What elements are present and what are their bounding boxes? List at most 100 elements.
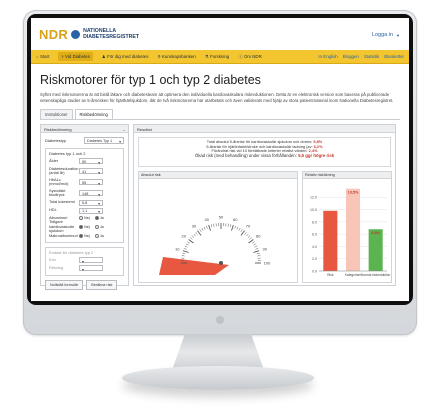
panel-header: Riskbedömning –	[41, 125, 128, 133]
link-bloggen[interactable]: Bloggen	[342, 54, 359, 59]
radio-group: Nej Ja	[79, 215, 104, 220]
ndr-logo[interactable]: NDR NATIONELLA DIABETESREGISTRET	[39, 27, 139, 42]
nav-item-vid-diabetes[interactable]: ⚕ Vid Diabetes	[58, 52, 93, 61]
nav-item-forskning[interactable]: ⚗ Forskning	[205, 54, 230, 59]
gauge-tick	[227, 223, 229, 227]
field-age: Ålder 50 ▾	[46, 157, 123, 165]
field-label: Systoliskt blodtryck	[49, 187, 66, 198]
bar-chart: 0.0 2.0 4.0 6.0 8.0 10.0 12.0 Risk 13,5% Kategori…	[310, 188, 391, 277]
main-nav: ⌂ Start ⚕ Vid Diabetes ♟ För dig med dia…	[31, 50, 409, 64]
field-label: Diabetestyp	[45, 138, 67, 143]
result-value: 9,8%	[313, 139, 323, 144]
radio-yes[interactable]: Ja	[94, 215, 104, 220]
field-label: Rökning	[49, 265, 64, 271]
radio-tidigare-kardio: Tidigare kardiovaskulär sjukdom Nej Ja	[46, 220, 123, 233]
link-statistik[interactable]: Statistik	[363, 54, 380, 59]
form-buttons: Nollställ formulär Beräkna risk	[45, 280, 124, 291]
radio-yes[interactable]: Ja	[94, 234, 104, 239]
bar-y-tick: 10.0	[310, 208, 317, 212]
duration-input[interactable]: 41 ▾	[79, 168, 103, 175]
gauge-tick	[203, 226, 206, 230]
gauge-tick	[197, 230, 202, 236]
field-hdl: HDL 1,1 ▾	[46, 207, 123, 215]
gauge-value-wedge	[159, 257, 229, 275]
link-english[interactable]: In English	[318, 54, 338, 59]
radio-label: Ja	[99, 215, 104, 220]
gauge-tick	[181, 255, 185, 257]
field-kon: Kön ▾	[46, 256, 123, 264]
input-value: 41	[82, 169, 87, 174]
monitor-stand-neck	[172, 334, 264, 370]
login-link[interactable]: Logga in	[371, 32, 394, 38]
chevron-down-icon: ▾	[98, 192, 100, 197]
radio-selected-icon	[79, 234, 83, 239]
site-header: NDR NATIONELLA DIABETESREGISTRET Logga i…	[31, 18, 409, 50]
field-label: Diabetesduration (antal år)	[49, 165, 79, 175]
gauge-tick-label: 50	[219, 215, 224, 220]
nav-item-start[interactable]: ⌂ Start	[36, 54, 49, 59]
tab-instruktioner[interactable]: Instruktioner	[40, 109, 73, 119]
radio-makroalbuminuri: Makroalbuminuri Nej Ja	[46, 233, 123, 239]
gauge-tick	[247, 235, 251, 238]
result-panel: Resultat Total absolut 5-årsrisk för kar…	[133, 124, 396, 286]
tab-riskbedomning[interactable]: Riskbedömning	[74, 109, 113, 119]
cholesterol-input[interactable]: 5,8 ▾	[79, 199, 103, 207]
bar	[345, 188, 361, 271]
gauge-tick	[193, 233, 196, 237]
chevron-down-icon[interactable]: ▼	[396, 32, 400, 38]
result-line: Total absolut 5-årsrisk för kardiovaskul…	[143, 139, 386, 145]
logo-mark: NDR	[39, 26, 69, 42]
diabetes-type-select[interactable]: Diabetes Typ 1 ▾	[84, 137, 124, 144]
nav-label: Kunskapsbanken	[162, 54, 196, 59]
gauge-tick	[184, 245, 188, 248]
panel-title: Resultat	[137, 126, 152, 132]
nav-item-for-dig[interactable]: ♟ För dig med diabetes	[102, 54, 149, 59]
gauge-tick	[182, 252, 186, 255]
gauge-tick	[190, 237, 193, 240]
radio-no[interactable]: Nej	[79, 234, 90, 239]
input-value: 50	[82, 159, 87, 164]
hba1c-input[interactable]: 55 ▾	[79, 179, 103, 186]
result-line: Ökad risk (med behandling) under vissa f…	[143, 152, 386, 159]
field-label: Albuminuri	[49, 214, 68, 220]
field-label: Makroalbuminuri	[49, 233, 78, 239]
header-right: Logga in ▼	[372, 32, 400, 38]
logo-line-1: NATIONELLA	[83, 28, 117, 34]
systolic-input[interactable]: 148 ▾	[79, 190, 103, 197]
chevron-down-icon: ▾	[98, 202, 100, 207]
flask-icon: ⚗	[204, 54, 209, 59]
bar-category-label: Kategoriser	[345, 273, 362, 277]
gauge-tick	[238, 227, 241, 231]
tab-bar: Instruktioner Riskbedömning	[40, 109, 400, 120]
diabetes-type-row: Diabetestyp Diabetes Typ 1 ▾	[45, 137, 124, 144]
calculate-risk-button[interactable]: Beräkna risk	[86, 280, 118, 291]
chevron-down-icon: ▾	[98, 210, 100, 215]
hdl-input[interactable]: 1,1 ▾	[79, 207, 103, 215]
nav-item-kunskapsbanken[interactable]: ⚲ Kunskapsbanken	[157, 54, 195, 59]
radio-no[interactable]: Nej	[79, 225, 90, 230]
nav-links: In English Bloggen Statistik Blanketter	[318, 54, 404, 59]
rokning-select[interactable]: ▾	[79, 265, 103, 272]
radio-no[interactable]: Nej	[79, 215, 90, 220]
gauge-tick	[252, 241, 255, 244]
gauge-tick-label: 10	[175, 246, 180, 251]
reset-form-button[interactable]: Nollställ formulär	[45, 280, 84, 291]
kon-select[interactable]: ▾	[79, 257, 103, 264]
bar-y-tick: 12.0	[310, 196, 317, 200]
result-summary: Total absolut 5-årsrisk för kardiovaskul…	[138, 137, 391, 167]
logo-text: NATIONELLA DIABETESREGISTRET	[83, 28, 139, 40]
gauge-tick	[256, 252, 260, 255]
collapse-icon[interactable]: –	[122, 126, 125, 132]
age-input[interactable]: 50 ▾	[79, 158, 103, 165]
nav-item-om-ndr[interactable]: ⓘ Om NDR	[238, 54, 262, 60]
result-value: 5,5 ggr högre risk	[298, 152, 335, 158]
gauge-tick	[253, 243, 257, 246]
field-label: Kön	[49, 257, 56, 263]
radio-yes[interactable]: Ja	[94, 225, 104, 230]
logo-line-2: DIABETESREGISTRET	[83, 34, 139, 40]
link-blanketter[interactable]: Blanketter	[384, 54, 404, 59]
gauge-tick	[206, 225, 208, 229]
bar-y-tick: 2.0	[312, 257, 317, 261]
input-value: 1,1	[82, 209, 88, 214]
nav-label: Om NDR	[243, 54, 262, 59]
